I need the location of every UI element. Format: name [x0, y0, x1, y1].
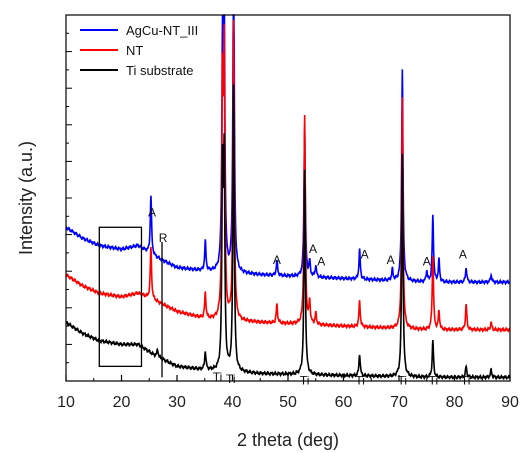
x-axis-title: 2 theta (deg) — [237, 430, 339, 450]
peak-label: A — [387, 253, 395, 267]
x-tick-label: 60 — [335, 394, 353, 411]
peak-label: Ti — [213, 370, 223, 384]
series-line-nt — [65, 19, 511, 333]
axis-layer: 10 20 30 40 50 60 70 80 90 — [57, 14, 519, 411]
legend-label: NT — [126, 43, 143, 58]
x-tick-label: 10 — [57, 394, 75, 411]
series-line-agcu-nt-iii — [65, 14, 511, 286]
x-tick-label: 70 — [390, 394, 408, 411]
x-tick-label: 40 — [224, 394, 242, 411]
x-tick-label: 50 — [279, 394, 297, 411]
x-tick-label: 80 — [446, 394, 464, 411]
legend-label: AgCu-NT_III — [126, 23, 198, 38]
y-axis-title: Intensity (a.u.) — [16, 141, 36, 255]
series-line-ti-substrate — [65, 84, 511, 381]
highlight-box — [98, 226, 143, 368]
peak-label: A — [309, 242, 317, 256]
x-tick-label: 90 — [501, 394, 519, 411]
legend: AgCu-NT_III NT Ti substrate — [80, 23, 198, 78]
peak-label: A — [361, 247, 369, 261]
x-tick-label: 20 — [113, 394, 131, 411]
peak-label: A — [273, 253, 281, 267]
peak-label: A — [459, 247, 467, 261]
peak-label: A — [423, 255, 431, 269]
x-tick-label: 30 — [168, 394, 186, 411]
legend-label: Ti substrate — [126, 63, 193, 78]
peak-label: Ti — [226, 372, 236, 386]
peak-label: A — [148, 205, 156, 219]
peak-label: R — [159, 231, 168, 245]
peak-label: A — [317, 255, 325, 269]
